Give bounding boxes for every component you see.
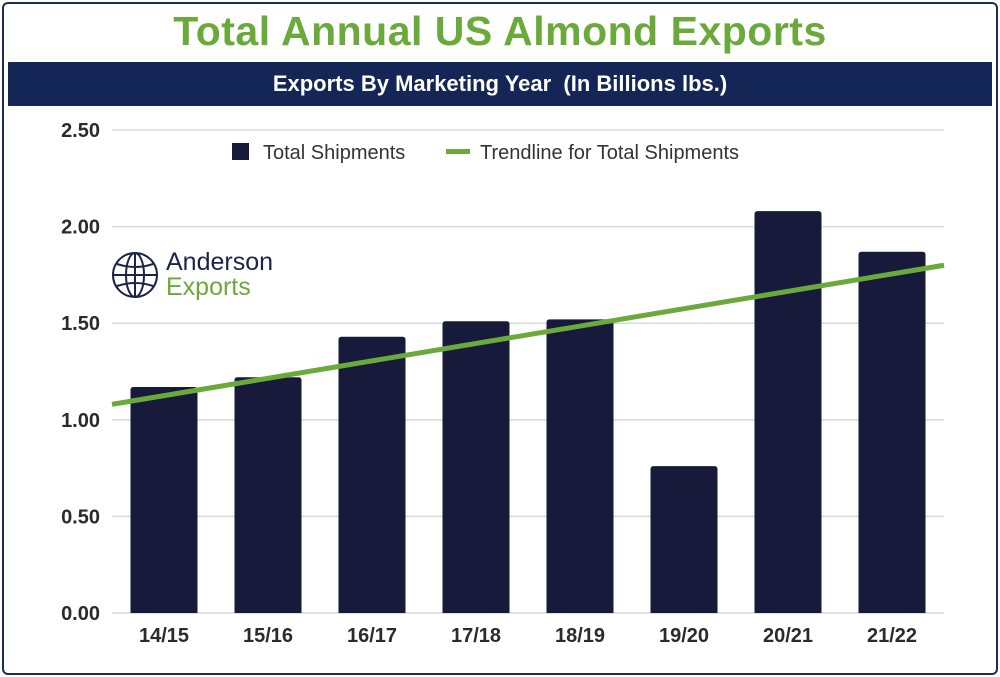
bar-18-19 [546,319,614,613]
bar-20-21 [754,211,822,614]
x-tick-label: 20/21 [763,625,813,647]
x-tick-label: 18/19 [555,625,605,647]
y-tick-label: 2.50 [61,120,100,142]
chart-subtitle-banner: Exports By Marketing Year (In Billions l… [8,62,992,106]
y-tick-label: 1.50 [61,313,100,335]
legend-bar-label: Total Shipments [263,142,405,164]
y-tick-label: 0.00 [61,603,100,625]
x-tick-label: 21/22 [867,625,917,647]
legend: Total Shipments Trendline for Total Ship… [232,142,739,164]
legend-trend-swatch [446,149,470,154]
bar-16-17 [338,336,406,613]
x-axis-ticks: 14/15 15/16 16/17 17/18 18/19 19/20 20/21 21/22 [139,625,917,647]
y-tick-label: 1.00 [61,410,100,432]
logo-line-1: Anderson [166,248,274,276]
anderson-exports-logo: Anderson Exports [110,248,310,304]
trendline-series [111,262,945,407]
x-tick-label: 19/20 [659,625,709,647]
chart-title: Total Annual US Almond Exports [173,8,827,54]
trendline [111,262,945,407]
legend-trend-label: Trendline for Total Shipments [480,142,739,164]
bar-15-16 [234,377,302,613]
bar-17-18 [442,321,510,613]
y-tick-label: 0.50 [61,506,100,528]
bar-21-22 [858,251,926,613]
x-tick-label: 14/15 [139,625,189,647]
logo-line-2: Exports [166,273,251,301]
legend-bar-swatch [232,143,249,160]
y-axis-ticks: 0.00 0.50 1.00 1.50 2.00 2.50 [61,120,100,625]
x-tick-label: 16/17 [347,625,397,647]
x-tick-label: 17/18 [451,625,501,647]
y-tick-label: 2.00 [61,217,100,239]
globe-icon [112,252,158,298]
x-tick-label: 15/16 [243,625,293,647]
bar-14-15 [130,386,198,613]
bar-series [130,211,926,614]
bar-19-20 [650,466,718,613]
